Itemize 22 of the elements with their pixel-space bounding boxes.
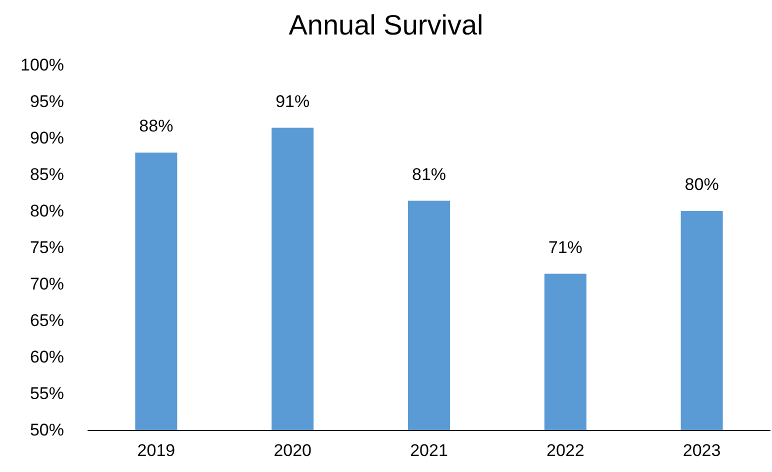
x-tick-label: 2020	[274, 441, 312, 460]
y-tick-label: 70%	[30, 274, 64, 294]
x-tick-label: 2019	[137, 441, 176, 460]
y-tick-label: 75%	[30, 238, 64, 257]
data-label: 71%	[548, 238, 582, 257]
chart-title: Annual Survival	[288, 10, 484, 40]
y-tick-label: 60%	[30, 348, 64, 366]
x-tick-label: 2021	[410, 441, 448, 460]
y-tick-label: 90%	[30, 128, 64, 148]
y-tick-label: 65%	[30, 311, 64, 330]
y-tick-label: 80%	[30, 202, 64, 220]
data-label: 81%	[412, 164, 446, 184]
y-tick-label: 50%	[30, 420, 64, 440]
y-tick-label: 95%	[30, 92, 64, 111]
data-label: 91%	[276, 92, 310, 111]
x-tick-label: 2022	[546, 441, 584, 460]
data-label: 80%	[684, 175, 719, 194]
y-tick-label: 100%	[20, 56, 64, 74]
y-tick-label: 85%	[30, 165, 64, 184]
y-tick-label: 55%	[30, 384, 64, 403]
x-tick-label: 2023	[682, 441, 721, 460]
data-label: 88%	[139, 116, 174, 136]
